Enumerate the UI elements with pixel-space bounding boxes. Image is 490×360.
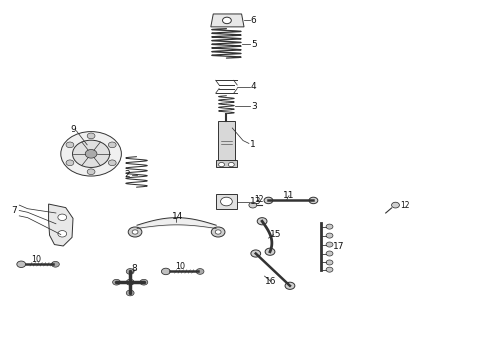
Circle shape: [265, 248, 275, 255]
Circle shape: [326, 267, 333, 272]
Circle shape: [126, 290, 134, 296]
Text: 2: 2: [124, 170, 130, 179]
Circle shape: [257, 218, 267, 225]
Text: 13: 13: [250, 197, 261, 206]
Circle shape: [58, 230, 67, 237]
Text: 4: 4: [251, 82, 256, 91]
Text: 7: 7: [11, 206, 17, 215]
Circle shape: [58, 214, 67, 221]
Circle shape: [126, 279, 134, 285]
Circle shape: [222, 17, 231, 24]
Text: 9: 9: [70, 125, 76, 134]
Circle shape: [326, 260, 333, 265]
Circle shape: [326, 242, 333, 247]
Circle shape: [132, 230, 138, 234]
Polygon shape: [211, 14, 244, 27]
Text: 16: 16: [265, 276, 276, 285]
Text: 12: 12: [400, 201, 410, 210]
Circle shape: [51, 261, 59, 267]
Circle shape: [211, 227, 225, 237]
Circle shape: [215, 230, 221, 234]
Circle shape: [309, 197, 318, 204]
Text: 12: 12: [254, 195, 263, 204]
Circle shape: [61, 132, 122, 176]
Circle shape: [73, 140, 110, 167]
Circle shape: [228, 162, 234, 167]
Circle shape: [264, 197, 273, 204]
Text: 3: 3: [251, 102, 257, 111]
Circle shape: [249, 202, 257, 208]
Circle shape: [66, 142, 74, 148]
FancyBboxPatch shape: [216, 194, 237, 210]
Text: 10: 10: [175, 262, 186, 271]
Circle shape: [113, 279, 121, 285]
Circle shape: [128, 227, 142, 237]
FancyBboxPatch shape: [216, 160, 237, 167]
Circle shape: [87, 133, 95, 139]
Text: 15: 15: [270, 230, 282, 239]
Circle shape: [326, 224, 333, 229]
Circle shape: [66, 160, 74, 166]
Text: 1: 1: [250, 140, 256, 149]
Circle shape: [251, 250, 261, 257]
Text: 14: 14: [172, 212, 183, 221]
Text: 10: 10: [31, 255, 41, 264]
Text: 5: 5: [251, 40, 257, 49]
Text: 11: 11: [283, 190, 294, 199]
Circle shape: [87, 169, 95, 175]
Circle shape: [108, 160, 116, 166]
Text: 6: 6: [251, 16, 257, 25]
Polygon shape: [49, 204, 73, 246]
Text: 17: 17: [333, 242, 344, 251]
Circle shape: [161, 268, 170, 275]
Circle shape: [140, 279, 148, 285]
Circle shape: [220, 197, 232, 206]
Text: 8: 8: [132, 265, 137, 274]
Circle shape: [219, 162, 224, 167]
FancyBboxPatch shape: [218, 121, 235, 160]
Circle shape: [196, 269, 204, 274]
Circle shape: [326, 251, 333, 256]
Circle shape: [392, 202, 399, 208]
Circle shape: [85, 149, 97, 158]
Circle shape: [326, 233, 333, 238]
Circle shape: [17, 261, 25, 267]
Circle shape: [126, 269, 134, 274]
Circle shape: [285, 282, 295, 289]
Circle shape: [108, 142, 116, 148]
